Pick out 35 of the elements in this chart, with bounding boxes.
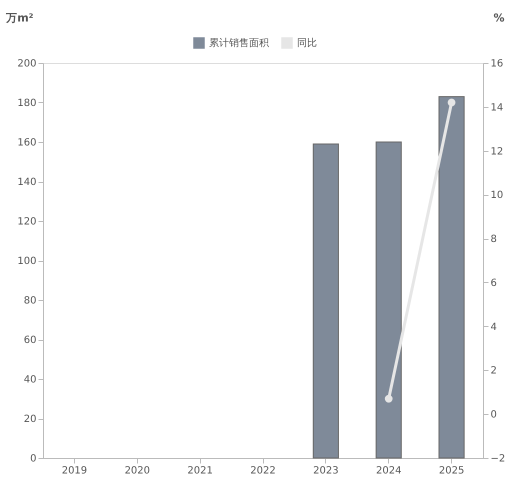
legend-label: 同比 <box>297 37 317 49</box>
y-tick-label: 20 <box>24 414 36 425</box>
y-tick-label: 60 <box>24 335 36 346</box>
y2-tick-label: 10 <box>490 190 504 202</box>
x-tick-label: 2019 <box>62 466 88 476</box>
x-tick-label: 2022 <box>250 466 276 476</box>
y2-tick-label: 16 <box>490 58 504 70</box>
bar <box>376 142 402 458</box>
y2-tick-label: 2 <box>490 366 497 377</box>
legend-label: 累计销售面积 <box>209 37 269 49</box>
y2-tick-label: 6 <box>490 278 497 289</box>
y-tick-label: 160 <box>17 138 36 148</box>
y-tick-label: 140 <box>17 177 36 188</box>
x-tick-label: 2024 <box>376 466 402 476</box>
y-axis-title: 万m² <box>5 12 34 24</box>
y-tick-label: 0 <box>30 454 36 464</box>
x-tick-label: 2020 <box>124 466 150 476</box>
y2-axis-title: % <box>494 12 505 24</box>
y-tick-label: 200 <box>17 58 36 70</box>
x-tick-label: 2025 <box>438 466 464 476</box>
y-tick-label: 180 <box>17 98 36 109</box>
y2-tick-label: 14 <box>490 102 504 114</box>
y2-tick-label: −2 <box>490 454 506 464</box>
y-tick-label: 120 <box>17 216 36 228</box>
y2-tick-label: 0 <box>490 410 497 421</box>
y2-tick-label: 4 <box>490 322 497 333</box>
y-tick-label: 40 <box>24 374 36 386</box>
x-tick-label: 2023 <box>313 466 339 476</box>
bar <box>438 96 465 458</box>
y-tick-label: 80 <box>24 296 36 306</box>
y2-tick-label: 8 <box>490 234 497 246</box>
y-tick-label: 100 <box>17 256 36 267</box>
y2-tick-label: 12 <box>490 146 504 158</box>
bar <box>312 143 339 458</box>
x-tick-label: 2021 <box>187 466 213 476</box>
